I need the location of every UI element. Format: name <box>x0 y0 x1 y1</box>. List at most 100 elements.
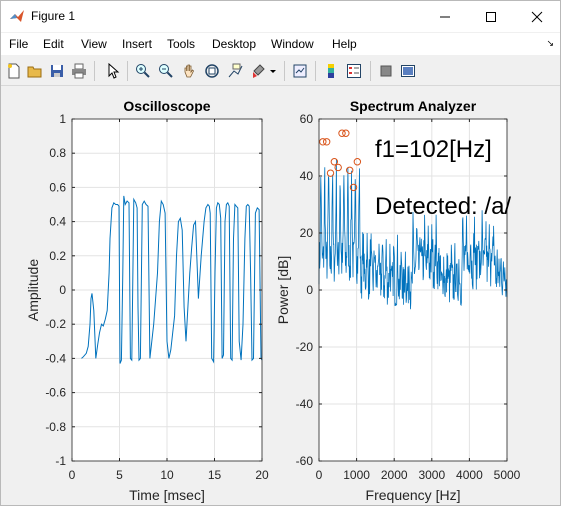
maximize-icon <box>486 11 496 22</box>
zoom-in-button[interactable] <box>132 60 154 82</box>
minimize-button[interactable] <box>422 1 468 32</box>
oscilloscope-waveform <box>81 195 263 364</box>
pointer-icon <box>108 63 120 79</box>
x-tick-label: 15 <box>208 468 222 482</box>
y-tick-label: 0 <box>306 283 313 297</box>
menu-file[interactable]: File <box>9 37 29 51</box>
link-plot-button[interactable] <box>289 60 311 82</box>
chevron-down-icon <box>270 70 276 73</box>
legend-button[interactable] <box>343 60 365 82</box>
harmonic-peak-marker <box>322 138 331 146</box>
show-plot-tools-button[interactable] <box>397 60 419 82</box>
harmonic-peak-marker <box>342 129 350 137</box>
open-file-icon <box>27 66 42 78</box>
menu-bar: File Edit View Insert Tools Desktop Wind… <box>1 33 560 55</box>
x-tick-label: 2000 <box>381 468 408 482</box>
colorbar-icon <box>328 64 334 78</box>
new-figure-button[interactable] <box>3 60 25 82</box>
menu-window[interactable]: Window <box>271 37 314 51</box>
zoom-out-icon <box>159 64 173 78</box>
fundamental-frequency-annotation: f1=102[Hz] <box>375 136 492 163</box>
harmonic-peak-marker <box>353 158 362 166</box>
window-title: Figure 1 <box>31 9 76 23</box>
harmonic-peak-marker <box>349 183 358 192</box>
pointer-button[interactable] <box>102 60 124 82</box>
rotate-3d-button[interactable] <box>201 60 223 82</box>
y-tick-label: 20 <box>300 226 314 240</box>
spectrum-trace <box>318 159 508 310</box>
y-tick-label: -60 <box>296 454 314 468</box>
close-button[interactable] <box>514 1 560 32</box>
harmonic-peak-marker <box>334 163 342 172</box>
oscilloscope-ticks: 0 5 10 15 20 -1 -0.8 -0.6 -0.4 -0.2 0 0.2 0.4 0.6 0.8 1 <box>45 112 269 482</box>
plots-canvas[interactable]: 0 5 10 15 20-1-0.8-0.6-0.4-0.200.20.40.60.81… <box>1 87 560 505</box>
link-plot-icon <box>293 64 307 78</box>
harmonic-peak-marker <box>345 166 354 175</box>
brush-icon <box>253 64 265 78</box>
open-file-button[interactable] <box>24 60 46 82</box>
new-figure-icon <box>8 63 20 79</box>
show-plot-tools-icon <box>401 65 415 77</box>
zoom-in-icon <box>136 64 150 78</box>
menu-desktop[interactable]: Desktop <box>212 37 257 51</box>
waveform-line <box>81 195 263 364</box>
y-tick-label: -0.6 <box>45 386 66 400</box>
matlab-logo-icon <box>10 10 24 22</box>
oscilloscope-axes[interactable]: 0 5 10 15 20 -1 -0.8 -0.6 -0.4 -0.2 0 0.2 0.4 0.6 0.8 1… <box>25 98 269 503</box>
menu-help[interactable]: Help <box>332 37 357 51</box>
x-tick-label: 4000 <box>456 468 483 482</box>
detected-vowel-annotation: Detected: /a/ <box>375 193 511 220</box>
toolbar <box>1 57 560 86</box>
x-tick-label: 5 <box>116 468 123 482</box>
zoom-out-button[interactable] <box>155 60 177 82</box>
y-tick-label: 0.2 <box>49 249 66 263</box>
oscilloscope-title: Oscilloscope <box>123 98 210 114</box>
title-bar[interactable]: Figure 1 <box>1 1 560 32</box>
y-tick-label: 60 <box>300 112 314 126</box>
spectrum-x-label: Frequency [Hz] <box>366 487 461 503</box>
spectrum-line <box>318 159 508 310</box>
y-tick-label: 0.6 <box>49 180 66 194</box>
menu-insert[interactable]: Insert <box>122 37 153 51</box>
y-tick-label: 40 <box>300 169 314 183</box>
menu-tools[interactable]: Tools <box>167 37 196 51</box>
y-tick-label: 0.8 <box>49 146 66 160</box>
y-tick-label: 1 <box>59 112 66 126</box>
data-cursor-icon <box>228 63 243 78</box>
pan-icon <box>184 64 194 78</box>
colorbar-button[interactable] <box>320 60 342 82</box>
figure-area[interactable]: 0 5 10 15 20 -1 -0.8 -0.6 -0.4 -0.2 0 0.2 0.4 0.6 0.8 1… <box>1 87 560 505</box>
spectrum-axes[interactable]: 0 1000 2000 3000 4000 5000 -60 -40 -20 0 20 40 60 Sp… <box>275 98 521 503</box>
x-tick-label: 1000 <box>343 468 370 482</box>
y-tick-label: -1 <box>55 454 66 468</box>
save-button[interactable] <box>46 60 68 82</box>
hide-plot-tools-icon <box>380 65 392 77</box>
pan-button[interactable] <box>178 60 200 82</box>
x-tick-label: 5000 <box>494 468 521 482</box>
menu-edit[interactable]: Edit <box>43 37 64 51</box>
y-tick-label: -20 <box>296 340 314 354</box>
spectrum-y-label: Power [dB] <box>275 256 291 324</box>
x-tick-label: 20 <box>255 468 269 482</box>
x-tick-label: 0 <box>316 468 323 482</box>
harmonic-peak-marker <box>326 169 335 177</box>
menu-view[interactable]: View <box>81 37 107 51</box>
close-icon <box>531 11 543 22</box>
maximize-button[interactable] <box>468 1 514 32</box>
data-cursor-button[interactable] <box>224 60 246 82</box>
x-tick-label: 0 <box>69 468 76 482</box>
brush-button[interactable] <box>247 60 269 82</box>
harmonic-peak-marker <box>330 158 339 166</box>
menu-overflow-icon[interactable]: ↘ <box>546 38 554 48</box>
y-tick-label: -40 <box>296 397 314 411</box>
print-button[interactable] <box>68 60 90 82</box>
harmonic-peak-markers <box>319 129 362 192</box>
y-tick-label: -0.8 <box>45 420 66 434</box>
minimize-icon <box>440 16 450 17</box>
brush-dropdown[interactable] <box>267 60 279 82</box>
spectrum-ticks: 0 1000 2000 3000 4000 5000 -60 -40 -20 0 20 40 60 <box>296 112 521 482</box>
y-tick-label: 0.4 <box>49 215 66 229</box>
spectrum-title: Spectrum Analyzer <box>350 98 477 114</box>
hide-plot-tools-button[interactable] <box>375 60 397 82</box>
